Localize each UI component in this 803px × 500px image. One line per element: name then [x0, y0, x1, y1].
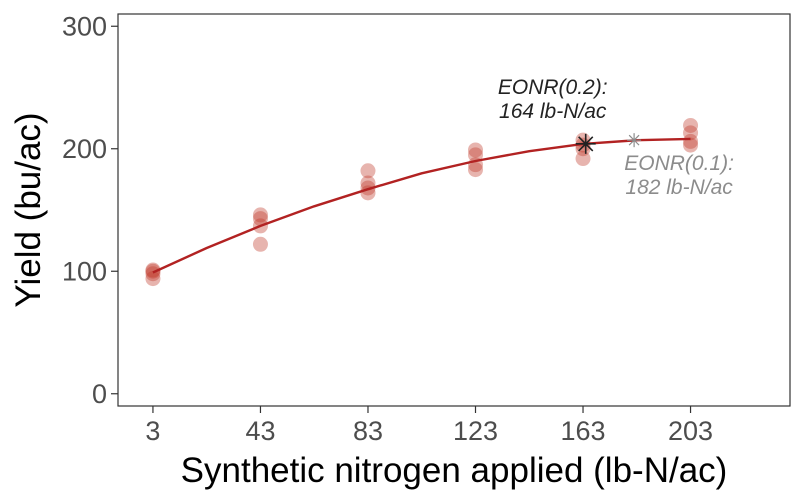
eonr-secondary-label: EONR(0.1):: [624, 152, 734, 175]
eonr-primary-label: EONR(0.2):: [498, 76, 608, 99]
plot-layer: EONR(0.2):164 lb-N/ac EONR(0.1):182 lb-N/…: [145, 76, 734, 287]
eonr-secondary-value: 182 lb-N/ac: [625, 176, 733, 199]
data-point: [468, 142, 484, 158]
eonr-secondary-marker: [627, 133, 642, 148]
y-tick-label: 0: [92, 379, 107, 409]
data-point: [252, 207, 268, 223]
data-point: [683, 137, 699, 153]
data-point: [145, 262, 161, 278]
data-point: [683, 133, 699, 149]
data-point: [252, 236, 268, 252]
x-tick-label: 3: [145, 416, 160, 446]
x-tick-label: 163: [560, 416, 605, 446]
axis-layer: 0 100 200 300 3 43 83 123 163 203: [62, 11, 791, 446]
data-point: [360, 175, 376, 191]
data-point: [252, 211, 268, 227]
x-axis-title: Synthetic nitrogen applied (lb-N/ac): [181, 451, 728, 490]
eonr-primary-marker: [575, 133, 596, 154]
data-point: [468, 162, 484, 178]
y-axis-title: Yield (bu/ac): [9, 112, 48, 307]
y-tick-label: 200: [62, 134, 107, 164]
y-tick-label: 300: [62, 11, 107, 41]
eonr-marker-stroke: [578, 136, 594, 152]
x-tick-label: 203: [668, 416, 713, 446]
fitted-curve: [152, 137, 691, 274]
data-point: [145, 271, 161, 287]
data-point: [683, 125, 699, 141]
data-point: [468, 147, 484, 163]
x-tick-label: 123: [453, 416, 498, 446]
plot-border: [117, 13, 791, 407]
y-tick-label: 100: [62, 256, 107, 286]
eonr-marker-stroke: [628, 134, 640, 146]
data-point: [360, 163, 376, 179]
eonr-primary-value: 164 lb-N/ac: [499, 100, 607, 123]
x-tick-label: 43: [245, 416, 275, 446]
x-tick-label: 83: [353, 416, 383, 446]
data-point: [360, 180, 376, 196]
data-point: [683, 117, 699, 133]
data-point: [575, 151, 591, 167]
